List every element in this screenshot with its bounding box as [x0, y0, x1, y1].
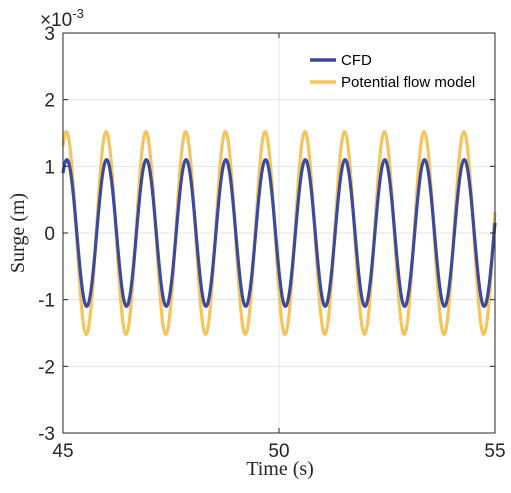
y-tick-label: 0	[44, 224, 55, 245]
y-exponent-base: ×10	[40, 10, 72, 31]
y-tick-labels: -3 -2 -1 0 1 2 3	[38, 24, 55, 445]
x-tick-label: 55	[484, 441, 505, 462]
y-exponent-power: -3	[72, 6, 84, 21]
y-tick-label: 2	[44, 91, 55, 112]
y-axis-label: Surge (m)	[7, 193, 29, 273]
legend: CFD Potential flow model	[305, 46, 493, 96]
legend-background	[305, 46, 493, 96]
series-line-0	[61, 158, 497, 308]
y-tick-label: -3	[38, 424, 55, 445]
series-lines	[61, 130, 497, 336]
x-tick-labels: 45 50 55	[52, 441, 505, 462]
axis-ticks	[62, 32, 496, 434]
x-axis-label: Time (s)	[246, 458, 314, 480]
y-tick-label: 3	[44, 24, 55, 45]
legend-label-potential-flow: Potential flow model	[341, 74, 475, 91]
y-tick-label: -1	[38, 291, 55, 312]
x-tick-label: 45	[52, 441, 73, 462]
legend-label-cfd: CFD	[341, 52, 372, 69]
y-tick-label: -2	[38, 357, 55, 378]
y-tick-label: 1	[44, 157, 55, 178]
x-tick-label: 50	[268, 441, 289, 462]
y-exponent-label: ×10-3	[40, 6, 84, 31]
